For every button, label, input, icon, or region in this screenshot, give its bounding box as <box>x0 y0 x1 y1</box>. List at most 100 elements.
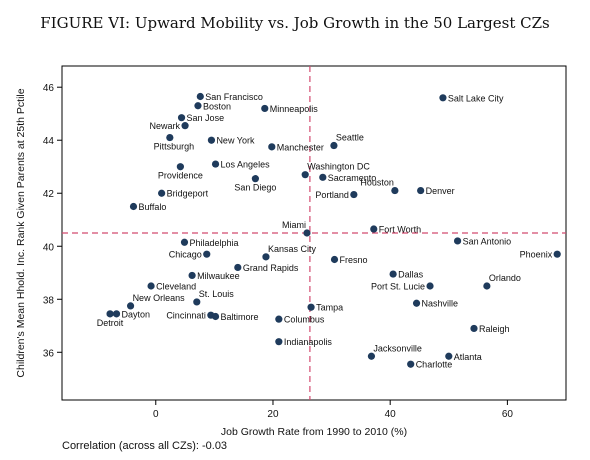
x-axis-label: Job Growth Rate from 1990 to 2010 (%) <box>221 426 407 438</box>
point-label: San Diego <box>234 183 276 193</box>
point-label: Tampa <box>316 303 343 313</box>
point-label: Fort Worth <box>379 225 421 235</box>
point-label: Denver <box>426 186 455 196</box>
data-point <box>261 104 269 113</box>
data-point <box>370 225 378 233</box>
point-label: New Orleans <box>133 293 186 303</box>
data-point <box>417 186 425 195</box>
data-point <box>553 250 561 258</box>
point-label: Buffalo <box>138 202 166 212</box>
data-point <box>188 271 196 280</box>
data-point <box>350 190 358 199</box>
y-tick-label: 46 <box>43 83 55 94</box>
point-label: Salt Lake City <box>448 93 504 103</box>
point-label: Bridgeport <box>167 189 209 199</box>
y-tick-label: 40 <box>43 242 55 253</box>
point-label: Raleigh <box>479 324 510 334</box>
point-label: Grand Rapids <box>243 263 299 273</box>
data-point <box>389 270 397 278</box>
data-point <box>445 352 453 360</box>
correlation-note: Correlation (across all CZs): -0.03 <box>62 440 228 452</box>
data-point <box>407 360 415 368</box>
data-point <box>112 310 121 318</box>
point-label: Portland <box>315 190 349 200</box>
data-point <box>126 302 135 310</box>
data-point <box>307 303 315 311</box>
point-label: Cincinnati <box>166 311 206 321</box>
data-point <box>412 299 421 307</box>
point-label: Kansas City <box>268 244 317 254</box>
point-label: Philadelphia <box>189 238 238 248</box>
data-point <box>194 102 202 110</box>
data-point <box>330 255 339 264</box>
y-tick-label: 36 <box>43 348 55 359</box>
x-tick-label: 60 <box>502 409 514 420</box>
data-point <box>262 253 270 261</box>
data-point <box>268 143 276 151</box>
point-label: Newark <box>150 121 181 131</box>
point-label: Dallas <box>398 270 424 280</box>
point-label: Sacramento <box>328 173 377 183</box>
point-label: St. Louis <box>199 289 235 299</box>
figure-title: FIGURE VI: Upward Mobility vs. Job Growt… <box>40 14 550 32</box>
data-point <box>367 352 376 360</box>
data-point <box>176 163 184 171</box>
point-label: Fresno <box>340 255 368 265</box>
data-point <box>207 136 216 144</box>
data-point <box>275 338 283 346</box>
data-point <box>180 238 189 246</box>
point-label: Houston <box>360 178 394 188</box>
point-label: Nashville <box>422 299 459 309</box>
point-label: Atlanta <box>454 352 482 362</box>
data-point <box>330 141 338 150</box>
point-label: San Antonio <box>463 236 512 246</box>
data-point <box>439 94 447 102</box>
data-point <box>177 114 186 122</box>
point-label: Boston <box>203 101 231 111</box>
y-axis-label: Children's Mean Hhold. Inc. Rank Given P… <box>15 88 27 377</box>
point-label: Minneapolis <box>270 104 319 114</box>
data-point <box>181 122 189 130</box>
point-label: Manchester <box>277 142 324 152</box>
point-label: Chicago <box>169 250 202 260</box>
x-tick-label: 0 <box>153 409 159 420</box>
data-point <box>166 133 174 142</box>
data-point <box>426 282 434 290</box>
data-point <box>106 310 114 318</box>
data-point <box>301 171 309 179</box>
point-label: Columbus <box>284 315 325 325</box>
x-tick-label: 40 <box>385 409 397 420</box>
data-point <box>251 175 259 183</box>
data-point <box>129 202 138 211</box>
point-label: Washington DC <box>307 162 370 172</box>
point-label: Miami <box>282 220 306 230</box>
point-label: Dayton <box>122 309 151 319</box>
point-label: Cleveland <box>156 282 196 292</box>
data-point <box>234 263 242 272</box>
point-label: San Francisco <box>205 92 263 102</box>
data-point <box>470 324 478 333</box>
point-label: Port St. Lucie <box>371 282 425 292</box>
point-label: New York <box>216 136 255 146</box>
point-label: Baltimore <box>221 312 259 322</box>
data-point <box>483 282 491 290</box>
point-label: Providence <box>158 171 203 181</box>
data-point <box>319 173 327 181</box>
data-point <box>193 298 201 306</box>
point-label: Milwaukee <box>197 271 240 281</box>
point-label: Pittsburgh <box>154 142 195 152</box>
y-tick-label: 44 <box>43 136 55 147</box>
point-label: Charlotte <box>416 360 453 370</box>
data-point <box>391 186 399 195</box>
point-label: Seattle <box>336 133 364 143</box>
data-point <box>275 315 283 323</box>
data-point <box>196 92 204 101</box>
data-point <box>203 250 211 258</box>
point-label: Los Angeles <box>221 160 271 170</box>
point-label: Detroit <box>97 318 124 328</box>
data-point <box>453 237 462 245</box>
point-label: Indianapolis <box>284 337 333 347</box>
data-point <box>211 312 220 321</box>
point-label: San Jose <box>187 113 225 123</box>
y-tick-label: 38 <box>43 295 55 306</box>
